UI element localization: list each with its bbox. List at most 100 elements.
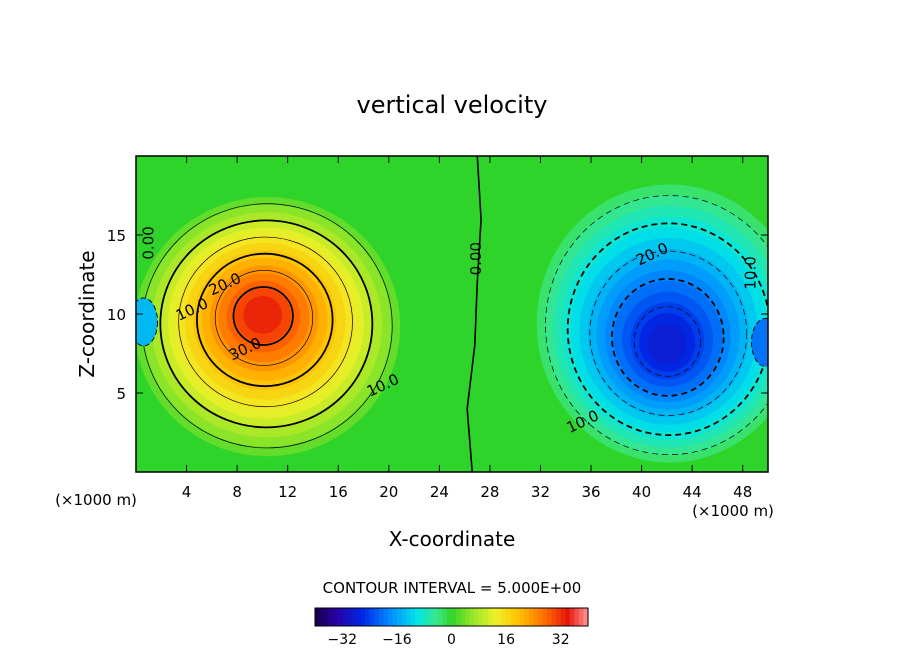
colorbar-tick-label: −32 xyxy=(328,632,358,648)
colorbar-swatch xyxy=(483,608,489,626)
contour-interval-text: CONTOUR INTERVAL = 5.000E+00 xyxy=(323,579,582,597)
colorbar: −32 −16 0 16 32 xyxy=(314,607,589,648)
contour-label: 0.00 xyxy=(140,226,158,259)
colorbar-swatch xyxy=(528,608,534,626)
colorbar-swatch xyxy=(578,608,585,626)
colorbar-swatch xyxy=(469,608,475,626)
colorbar-swatch xyxy=(424,608,430,626)
contour-line xyxy=(232,286,294,346)
colorbar-swatch xyxy=(451,608,457,626)
colorbar-swatch xyxy=(415,608,421,626)
colorbar-swatch xyxy=(478,608,484,626)
contour-line xyxy=(159,219,374,429)
colorbar-swatch xyxy=(333,608,339,626)
contour-line xyxy=(196,252,334,388)
contour-line xyxy=(589,250,748,416)
x-tick-label: 24 xyxy=(430,483,449,501)
colorbar-swatch xyxy=(428,608,434,626)
colorbar-swatch xyxy=(401,608,407,626)
y-tick-label: 5 xyxy=(116,385,126,403)
x-unit-label-left: (×1000 m) xyxy=(55,491,137,509)
colorbar-swatch xyxy=(565,608,571,626)
x-unit-label-right: (×1000 m) xyxy=(692,502,774,520)
colorbar-swatch xyxy=(419,608,425,626)
colorbar-swatch xyxy=(560,608,566,626)
contour-line xyxy=(633,306,701,377)
y-tick-label: 10 xyxy=(107,306,126,324)
colorbar-swatch xyxy=(378,608,384,626)
x-axis-ticks: 4 8 12 16 20 24 28 32 36 40 44 48 xyxy=(182,156,752,501)
colorbar-swatch xyxy=(501,608,507,626)
colorbar-swatch xyxy=(569,608,575,626)
colorbar-tick-label: −16 xyxy=(382,632,412,648)
colorbar-tick-label: 0 xyxy=(447,632,456,648)
colorbar-swatch xyxy=(497,608,503,626)
colorbar-swatch xyxy=(369,608,375,626)
colorbar-swatch xyxy=(392,608,398,626)
contour-label: 10.0 xyxy=(741,256,759,289)
x-tick-label: 48 xyxy=(733,483,752,501)
colorbar-swatch xyxy=(551,608,557,626)
colorbar-swatch xyxy=(556,608,562,626)
colorbar-swatch xyxy=(537,608,544,626)
contour-line xyxy=(136,297,159,347)
colorbar-swatch xyxy=(524,608,530,626)
x-axis-title: X-coordinate xyxy=(389,527,516,551)
colorbar-frame xyxy=(314,607,589,627)
colorbar-swatch xyxy=(406,608,412,626)
colorbar-swatch xyxy=(319,608,325,626)
edge-downdraft xyxy=(751,318,768,367)
contour-line xyxy=(214,269,314,366)
colorbar-swatch xyxy=(342,608,348,626)
x-tick-label: 36 xyxy=(581,483,600,501)
contour-line xyxy=(178,236,353,408)
colorbar-swatch xyxy=(433,608,439,626)
y-tick-label: 15 xyxy=(107,227,126,245)
colorbar-swatch xyxy=(396,608,403,626)
colorbar-swatch xyxy=(324,608,330,626)
x-tick-label: 8 xyxy=(232,483,242,501)
colorbar-swatch xyxy=(519,608,525,626)
colorbar-swatch xyxy=(474,608,480,626)
contour-line xyxy=(566,222,768,436)
contour-line xyxy=(751,317,768,367)
colorbar-tick-label: 16 xyxy=(497,632,515,648)
colorbar-swatch xyxy=(337,608,343,626)
colorbar-swatch xyxy=(383,608,389,626)
colorbar-swatch xyxy=(437,608,443,626)
x-tick-label: 12 xyxy=(278,483,297,501)
downdraft-band xyxy=(647,323,687,365)
colorbar-swatch xyxy=(533,608,539,626)
colorbar-swatch xyxy=(328,608,334,626)
colorbar-swatches xyxy=(315,608,589,626)
colorbar-swatch xyxy=(542,608,548,626)
colorbar-swatch xyxy=(446,608,453,626)
colorbar-swatch xyxy=(374,608,380,626)
colorbar-swatch xyxy=(460,608,466,626)
colorbar-tick-labels: −32 −16 0 16 32 xyxy=(328,632,570,648)
y-axis-title: Z-coordinate xyxy=(75,250,99,377)
colorbar-swatch xyxy=(574,608,580,626)
zero-contour-line xyxy=(466,156,482,472)
colorbar-swatch xyxy=(351,608,357,626)
colorbar-swatch xyxy=(506,608,512,626)
colorbar-swatch xyxy=(465,608,471,626)
colorbar-swatch xyxy=(547,608,553,626)
colorbar-swatch xyxy=(346,608,352,626)
contour-line xyxy=(611,278,725,397)
contour-label: 0.00 xyxy=(467,242,485,275)
colorbar-swatch xyxy=(360,608,366,626)
colorbar-swatch xyxy=(442,608,448,626)
colorbar-swatch xyxy=(510,608,516,626)
colorbar-swatch xyxy=(315,608,321,626)
colorbar-swatch xyxy=(355,608,362,626)
colorbar-swatch xyxy=(365,608,371,626)
colorbar-swatch xyxy=(387,608,393,626)
colorbar-swatch xyxy=(492,608,498,626)
colorbar-swatch xyxy=(515,608,521,626)
x-tick-label: 16 xyxy=(329,483,348,501)
edge-downdraft xyxy=(136,297,158,346)
x-tick-label: 32 xyxy=(531,483,550,501)
colorbar-swatch xyxy=(583,608,589,626)
